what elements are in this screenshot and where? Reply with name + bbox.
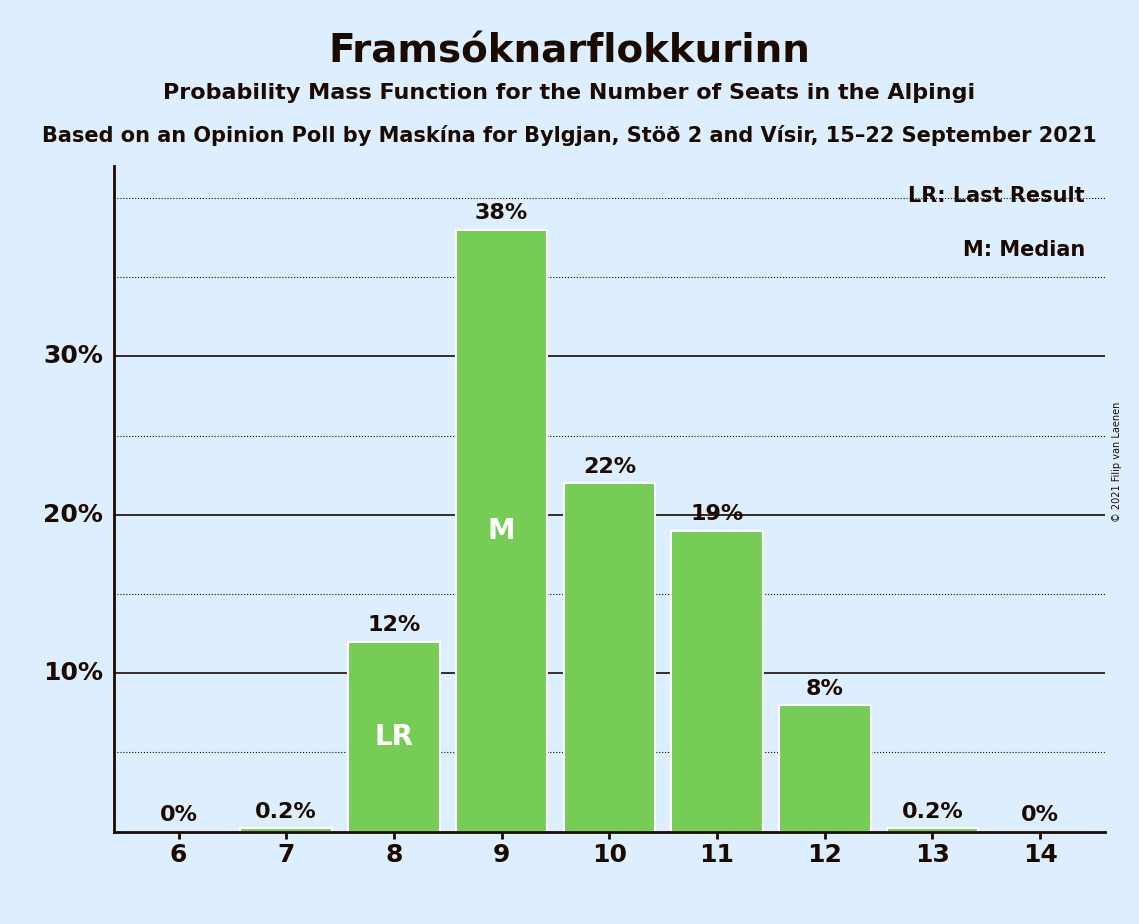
Bar <box>564 483 655 832</box>
Text: 22%: 22% <box>583 456 636 477</box>
Text: 0%: 0% <box>1022 805 1059 825</box>
Text: 0%: 0% <box>159 805 197 825</box>
Text: LR: LR <box>375 723 413 750</box>
Text: 8%: 8% <box>806 678 844 699</box>
Text: M: Median: M: Median <box>962 239 1085 260</box>
Text: 38%: 38% <box>475 203 528 224</box>
Bar <box>671 530 763 832</box>
Bar <box>887 829 978 832</box>
Text: 12%: 12% <box>367 615 420 635</box>
Text: 0.2%: 0.2% <box>902 802 964 822</box>
Bar <box>779 705 870 832</box>
Text: 10%: 10% <box>43 662 104 686</box>
Text: 20%: 20% <box>43 503 104 527</box>
Bar <box>240 829 331 832</box>
Bar <box>456 230 548 832</box>
Text: Based on an Opinion Poll by Maskína for Bylgjan, Stöð 2 and Vísir, 15–22 Septemb: Based on an Opinion Poll by Maskína for … <box>42 125 1097 146</box>
Text: M: M <box>487 517 516 544</box>
Text: © 2021 Filip van Laenen: © 2021 Filip van Laenen <box>1112 402 1122 522</box>
Text: Framsóknarflokkurinn: Framsóknarflokkurinn <box>328 32 811 70</box>
Text: LR: Last Result: LR: Last Result <box>909 187 1085 206</box>
Text: 19%: 19% <box>690 505 744 524</box>
Bar <box>349 641 440 832</box>
Text: 30%: 30% <box>43 345 104 369</box>
Text: 0.2%: 0.2% <box>255 802 317 822</box>
Text: Probability Mass Function for the Number of Seats in the Alþingi: Probability Mass Function for the Number… <box>163 83 976 103</box>
